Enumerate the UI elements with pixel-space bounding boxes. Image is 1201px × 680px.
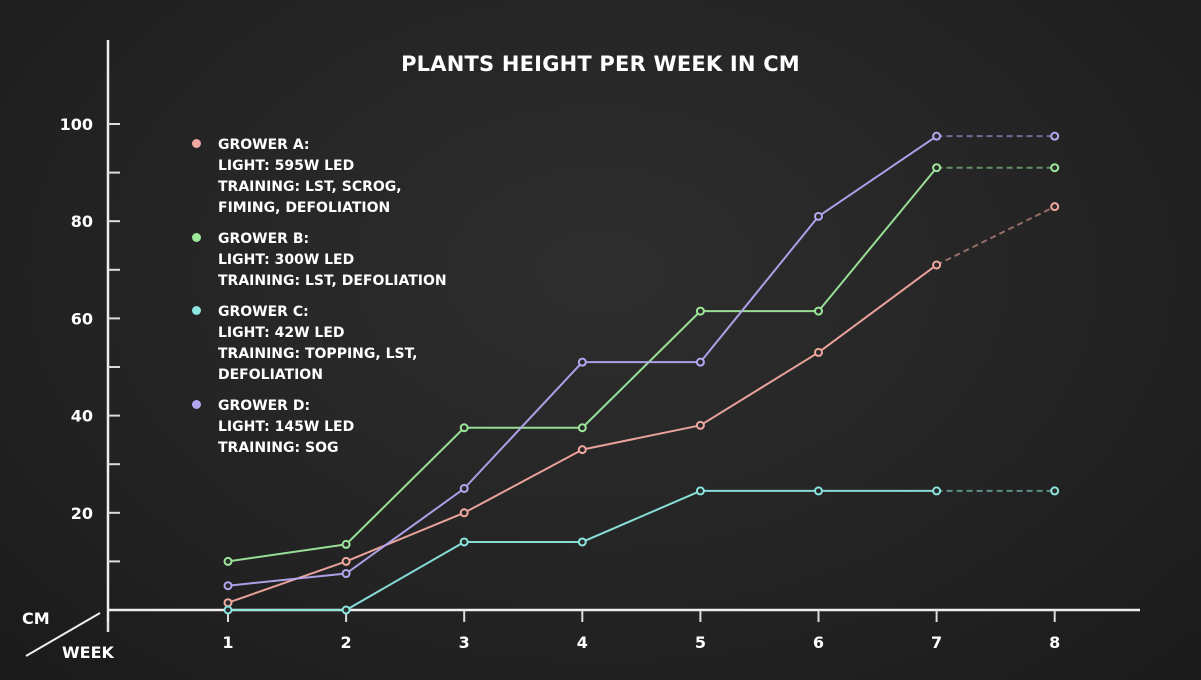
data-point bbox=[223, 556, 233, 566]
x-tick-label: 2 bbox=[341, 633, 352, 652]
series-line-segment bbox=[936, 205, 1056, 266]
series-line-segment bbox=[345, 541, 465, 611]
data-point bbox=[1050, 486, 1060, 496]
data-point bbox=[1050, 202, 1060, 212]
y-tick-label: 40 bbox=[71, 407, 93, 426]
y-tick-label: 100 bbox=[60, 115, 93, 134]
data-point bbox=[223, 598, 233, 608]
data-point bbox=[223, 605, 233, 615]
legend-text: TRAINING: LST, SCROG, bbox=[218, 179, 402, 195]
data-point bbox=[932, 260, 942, 270]
legend-text: DEFOLIATION bbox=[218, 367, 323, 383]
series-line-segment bbox=[817, 135, 938, 218]
legend-marker bbox=[192, 233, 201, 242]
y-tick-label: 20 bbox=[71, 504, 93, 523]
series-line-segment bbox=[699, 351, 820, 427]
legend-text: TRAINING: SOG bbox=[218, 440, 339, 456]
chart-title: PLANTS HEIGHT PER WEEK IN CM bbox=[401, 52, 800, 76]
data-point bbox=[1050, 131, 1060, 141]
x-axis-label: WEEK bbox=[62, 643, 115, 662]
legend-text: GROWER D: bbox=[218, 398, 311, 414]
data-point bbox=[341, 569, 351, 579]
series-line-segment bbox=[463, 361, 584, 490]
series-grower-b bbox=[223, 163, 1060, 566]
series-line-segment bbox=[227, 572, 347, 587]
data-point bbox=[932, 163, 942, 173]
series-line-segment bbox=[581, 490, 701, 543]
legend-item: GROWER D: LIGHT: 145W LED TRAINING: SOG bbox=[190, 396, 447, 459]
data-point bbox=[577, 445, 587, 455]
data-point bbox=[577, 357, 587, 367]
legend-marker bbox=[192, 139, 201, 148]
x-tick-label: 1 bbox=[222, 633, 233, 652]
legend-text: GROWER A: bbox=[218, 137, 310, 153]
series-grower-d bbox=[223, 131, 1060, 591]
data-point bbox=[814, 347, 823, 357]
legend-text: GROWER B: bbox=[218, 231, 310, 247]
legend-text: TRAINING: LST, DEFOLIATION bbox=[218, 273, 447, 289]
legend-text: LIGHT: 300W LED bbox=[218, 252, 355, 268]
series-line-segment bbox=[227, 543, 347, 563]
data-point bbox=[577, 537, 587, 547]
y-tick-label: 60 bbox=[71, 309, 93, 328]
y-axis-label: CM bbox=[22, 609, 50, 628]
data-point bbox=[341, 539, 351, 549]
legend-text: FIMING, DEFOLIATION bbox=[218, 200, 391, 216]
series-grower-a bbox=[223, 202, 1060, 608]
y-tick-label: 80 bbox=[71, 212, 93, 231]
data-point bbox=[814, 486, 823, 496]
data-point bbox=[223, 581, 233, 591]
series-line-segment bbox=[463, 448, 583, 514]
data-point bbox=[814, 211, 823, 221]
series-line-segment bbox=[345, 511, 465, 563]
legend-text: TRAINING: TOPPING, LST, bbox=[218, 346, 418, 362]
data-point bbox=[459, 423, 469, 433]
legend: GROWER A: LIGHT: 595W LED TRAINING: LST, S… bbox=[190, 135, 447, 469]
legend-marker bbox=[192, 400, 201, 409]
series-line-segment bbox=[345, 487, 465, 575]
data-point bbox=[695, 486, 705, 496]
x-tick-label: 4 bbox=[577, 633, 588, 652]
origin-diagonal-line bbox=[25, 612, 101, 657]
legend-marker bbox=[192, 306, 201, 315]
data-point bbox=[695, 420, 705, 430]
data-point bbox=[1050, 163, 1060, 173]
series-line-segment bbox=[817, 167, 938, 312]
legend-text: GROWER C: bbox=[218, 304, 309, 320]
data-point bbox=[695, 306, 705, 316]
data-point bbox=[459, 537, 469, 547]
x-tick-label: 3 bbox=[459, 633, 470, 652]
data-point bbox=[932, 486, 942, 496]
series-line-segment bbox=[817, 264, 938, 354]
data-point bbox=[814, 306, 823, 316]
data-point bbox=[341, 605, 351, 615]
x-tick-label: 7 bbox=[931, 633, 942, 652]
legend-item: GROWER A: LIGHT: 595W LED TRAINING: LST, S… bbox=[190, 135, 447, 219]
data-point bbox=[577, 423, 587, 433]
data-point bbox=[932, 131, 942, 141]
series-line-segment bbox=[227, 560, 347, 604]
data-point bbox=[341, 556, 351, 566]
legend-item: GROWER C: LIGHT: 42W LED TRAINING: TOPPING… bbox=[190, 302, 447, 386]
series-line-segment bbox=[581, 310, 702, 429]
series-line-segment bbox=[699, 215, 820, 363]
data-point bbox=[459, 484, 469, 493]
legend-text: LIGHT: 595W LED bbox=[218, 158, 355, 174]
legend-text: LIGHT: 42W LED bbox=[218, 325, 345, 341]
series-line-segment bbox=[345, 427, 465, 546]
x-tick-label: 6 bbox=[813, 633, 824, 652]
series-line-segment bbox=[582, 424, 701, 451]
data-point bbox=[459, 508, 469, 518]
series-grower-c bbox=[223, 486, 1060, 615]
x-tick-label: 8 bbox=[1049, 633, 1060, 652]
legend-text: LIGHT: 145W LED bbox=[218, 419, 355, 435]
legend-item: GROWER B: LIGHT: 300W LED TRAINING: LST, D… bbox=[190, 229, 447, 292]
data-point bbox=[695, 357, 705, 367]
x-tick-label: 5 bbox=[695, 633, 706, 652]
